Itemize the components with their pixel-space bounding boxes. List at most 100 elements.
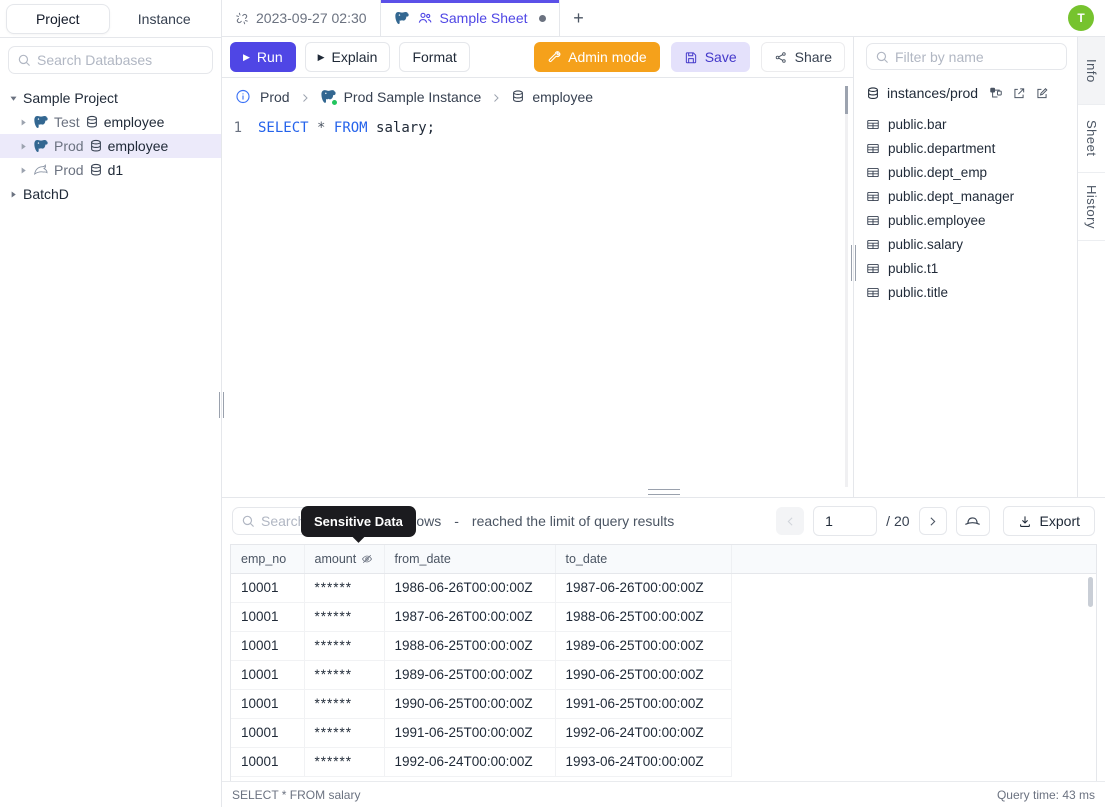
cell-from-date[interactable]: 1988-06-25T00:00:00Z xyxy=(384,631,556,661)
table-row[interactable]: 10001 ****** 1988-06-25T00:00:00Z 1989-0… xyxy=(231,631,1096,661)
admin-mode-button[interactable]: Admin mode xyxy=(534,42,660,72)
cell-from-date[interactable]: 1986-06-26T00:00:00Z xyxy=(384,573,556,603)
tree-node-prod-employee[interactable]: Prod employee xyxy=(0,134,221,158)
cell-to-date[interactable]: 1988-06-25T00:00:00Z xyxy=(555,602,732,632)
new-sheet-button[interactable]: + xyxy=(573,7,584,28)
tab-query-history[interactable]: 2023-09-27 02:30 xyxy=(222,0,381,36)
edit-icon[interactable] xyxy=(1035,86,1049,100)
cell-from-date[interactable]: 1987-06-26T00:00:00Z xyxy=(384,602,556,632)
masking-hat-button[interactable] xyxy=(955,506,990,536)
export-button[interactable]: Export xyxy=(1002,506,1095,536)
tree-node-sample-project[interactable]: Sample Project xyxy=(0,86,221,110)
table-list-item[interactable]: public.title xyxy=(866,280,1067,304)
panel-resize-handle[interactable] xyxy=(851,245,856,281)
cell-from-date[interactable]: 1990-06-25T00:00:00Z xyxy=(384,689,556,719)
cell-emp-no[interactable]: 10001 xyxy=(231,660,305,690)
table-row[interactable]: 10001 ****** 1987-06-26T00:00:00Z 1988-0… xyxy=(231,602,1096,632)
caret-right-icon[interactable] xyxy=(18,117,28,127)
panel-drag-handle[interactable] xyxy=(647,489,680,495)
format-button[interactable]: Format xyxy=(399,42,470,72)
share-button[interactable]: Share xyxy=(760,42,845,72)
next-page-button[interactable] xyxy=(918,507,947,535)
tab-info[interactable]: Info xyxy=(1078,37,1105,105)
main-area: 2023-09-27 02:30 Sample Sheet + T ▶ Run xyxy=(222,0,1105,807)
caret-right-icon[interactable] xyxy=(18,141,28,151)
table-list-item[interactable]: public.department xyxy=(866,136,1067,160)
cell-amount-masked[interactable]: ****** xyxy=(304,631,385,661)
tab-instance[interactable]: Instance xyxy=(137,10,191,27)
user-avatar[interactable]: T xyxy=(1068,5,1094,31)
database-search[interactable] xyxy=(8,46,213,74)
tree-node-test-employee[interactable]: Test employee xyxy=(0,110,221,134)
sql-editor[interactable]: Prod Prod Sample Instance em xyxy=(222,77,853,497)
table-list-item[interactable]: public.dept_emp xyxy=(866,160,1067,184)
caret-right-icon[interactable] xyxy=(18,165,28,175)
tab-sample-sheet[interactable]: Sample Sheet xyxy=(380,0,560,36)
tab-project[interactable]: Project xyxy=(6,3,110,34)
table-row[interactable]: 10001 ****** 1989-06-25T00:00:00Z 1990-0… xyxy=(231,660,1096,690)
tab-sheet[interactable]: Sheet xyxy=(1078,105,1105,173)
breadcrumb-database[interactable]: employee xyxy=(511,89,593,105)
column-header-to-date[interactable]: to_date xyxy=(555,545,732,574)
caret-down-icon[interactable] xyxy=(8,93,18,103)
tab-history[interactable]: History xyxy=(1078,173,1105,241)
table-list-item[interactable]: public.bar xyxy=(866,112,1067,136)
database-search-input[interactable] xyxy=(37,52,204,68)
code-line-1[interactable]: 1 SELECT * FROM salary; xyxy=(222,117,853,140)
breadcrumb-instance[interactable]: Prod Sample Instance xyxy=(320,88,481,106)
cell-emp-no[interactable]: 10001 xyxy=(231,573,305,603)
explain-button[interactable]: ▶ Explain xyxy=(304,42,391,72)
table-list-item[interactable]: public.t1 xyxy=(866,256,1067,280)
filter-box[interactable] xyxy=(866,43,1067,70)
cell-from-date[interactable]: 1989-06-25T00:00:00Z xyxy=(384,660,556,690)
column-header-amount[interactable]: amount xyxy=(304,545,385,574)
cell-amount-masked[interactable]: ****** xyxy=(304,747,385,777)
caret-right-icon[interactable] xyxy=(8,189,18,199)
connection-row[interactable]: instances/prod xyxy=(866,80,1067,106)
table-scrollbar-thumb[interactable] xyxy=(1088,577,1093,607)
cell-to-date[interactable]: 1993-06-24T00:00:00Z xyxy=(555,747,732,777)
table-list-item[interactable]: public.dept_manager xyxy=(866,184,1067,208)
table-row[interactable]: 10001 ****** 1991-06-25T00:00:00Z 1992-0… xyxy=(231,718,1096,748)
cell-from-date[interactable]: 1992-06-24T00:00:00Z xyxy=(384,747,556,777)
cell-from-date[interactable]: 1991-06-25T00:00:00Z xyxy=(384,718,556,748)
save-button[interactable]: Save xyxy=(670,42,750,72)
table-icon xyxy=(866,285,880,299)
table-list-item[interactable]: public.salary xyxy=(866,232,1067,256)
cell-emp-no[interactable]: 10001 xyxy=(231,747,305,777)
column-header-emp-no[interactable]: emp_no xyxy=(231,545,305,574)
cell-to-date[interactable]: 1990-06-25T00:00:00Z xyxy=(555,660,732,690)
prev-page-button[interactable] xyxy=(776,507,805,535)
breadcrumb-environment[interactable]: Prod xyxy=(260,88,290,105)
table-row[interactable]: 10001 ****** 1992-06-24T00:00:00Z 1993-0… xyxy=(231,747,1096,777)
column-header-from-date[interactable]: from_date xyxy=(384,545,556,574)
cell-to-date[interactable]: 1987-06-26T00:00:00Z xyxy=(555,573,732,603)
cell-amount-masked[interactable]: ****** xyxy=(304,573,385,603)
run-button[interactable]: ▶ Run xyxy=(230,42,296,72)
cell-amount-masked[interactable]: ****** xyxy=(304,660,385,690)
sidebar-resize-handle[interactable] xyxy=(219,392,224,418)
table-list-item[interactable]: public.employee xyxy=(866,208,1067,232)
cell-to-date[interactable]: 1989-06-25T00:00:00Z xyxy=(555,631,732,661)
table-row[interactable]: 10001 ****** 1986-06-26T00:00:00Z 1987-0… xyxy=(231,573,1096,603)
tree-node-prod-d1[interactable]: Prod d1 xyxy=(0,158,221,182)
cell-emp-no[interactable]: 10001 xyxy=(231,602,305,632)
cell-filler xyxy=(731,573,1096,602)
tree-node-batchd[interactable]: BatchD xyxy=(0,182,221,206)
scrollbar-thumb[interactable] xyxy=(845,86,848,114)
cell-emp-no[interactable]: 10001 xyxy=(231,689,305,719)
editor-scrollbar[interactable] xyxy=(845,86,848,487)
table-row[interactable]: 10001 ****** 1990-06-25T00:00:00Z 1991-0… xyxy=(231,689,1096,719)
cell-emp-no[interactable]: 10001 xyxy=(231,718,305,748)
cell-amount-masked[interactable]: ****** xyxy=(304,689,385,719)
cell-emp-no[interactable]: 10001 xyxy=(231,631,305,661)
filter-input[interactable] xyxy=(895,48,1058,65)
info-icon[interactable] xyxy=(235,89,251,105)
cell-to-date[interactable]: 1992-06-24T00:00:00Z xyxy=(555,718,732,748)
external-link-icon[interactable] xyxy=(1012,86,1026,100)
cell-to-date[interactable]: 1991-06-25T00:00:00Z xyxy=(555,689,732,719)
page-number-input[interactable] xyxy=(813,506,878,536)
schema-diagram-icon[interactable] xyxy=(989,86,1003,100)
cell-amount-masked[interactable]: ****** xyxy=(304,602,385,632)
cell-amount-masked[interactable]: ****** xyxy=(304,718,385,748)
